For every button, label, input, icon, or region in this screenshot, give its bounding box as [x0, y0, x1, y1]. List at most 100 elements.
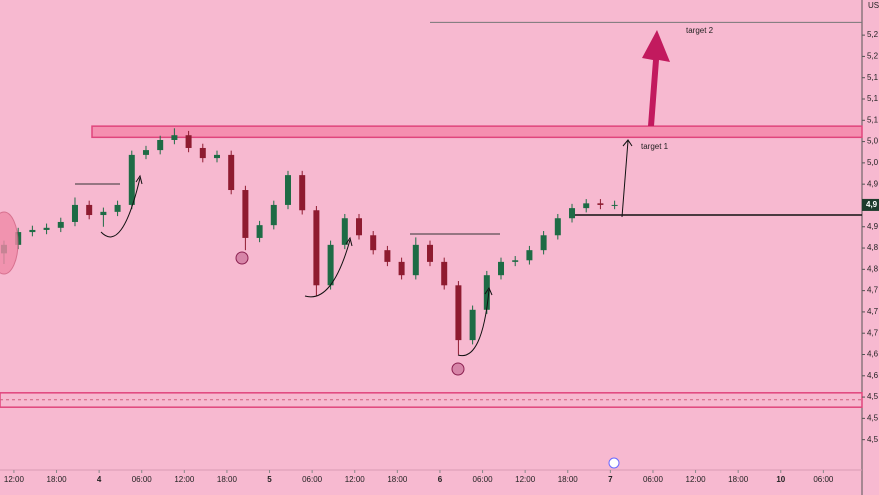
big-arrow: [642, 30, 670, 126]
x-tick-label: 06:00: [643, 475, 664, 484]
x-tick-label: 18:00: [558, 475, 579, 484]
candle-body: [313, 210, 320, 286]
x-tick-label: 4: [97, 475, 102, 484]
y-tick-label: 4,7: [867, 307, 879, 316]
candle-body: [498, 261, 505, 276]
marker-circle: [451, 362, 465, 376]
y-tick-label: 5,0: [867, 137, 879, 146]
x-tick-label: 7: [608, 475, 613, 484]
candle-body: [427, 244, 434, 262]
y-tick-label: 5,2: [867, 30, 879, 39]
candle-body: [29, 229, 36, 233]
price-zone: [91, 125, 863, 139]
candle-body: [71, 204, 78, 222]
x-tick-label: 18:00: [217, 475, 238, 484]
x-tick-label: 12:00: [686, 475, 707, 484]
y-tick-label: 4,7: [867, 328, 879, 337]
event-icon: [608, 457, 620, 469]
y-tick-label: 4,7: [867, 286, 879, 295]
highlight-ellipse: [0, 211, 19, 275]
x-tick-label: 18:00: [387, 475, 408, 484]
candle-body: [327, 244, 334, 286]
target-arrow: [621, 140, 629, 218]
y-tick-label: 4,6: [867, 371, 879, 380]
candle-body: [171, 135, 178, 140]
y-tick-label: 5,1: [867, 115, 879, 124]
x-tick-label: 06:00: [132, 475, 153, 484]
y-tick-label: 4,5: [867, 392, 879, 401]
x-tick-label: 12:00: [515, 475, 536, 484]
y-tick-label: 5,1: [867, 73, 879, 82]
plot: [0, 21, 863, 408]
arrow-head: [622, 139, 633, 147]
x-tick-label: 12:00: [4, 475, 25, 484]
candle-body: [284, 175, 291, 205]
price-zone: [0, 392, 863, 408]
candle-body: [398, 261, 405, 276]
x-tick-label: 18:00: [47, 475, 68, 484]
x-tick-label: 06:00: [302, 475, 323, 484]
curve-arrow: [304, 239, 351, 298]
y-tick-label: 4,9: [867, 179, 879, 188]
candle-body: [611, 204, 618, 206]
candle-body: [554, 218, 561, 236]
candle-body: [213, 154, 220, 159]
arrow-head: [484, 286, 493, 296]
candle-body: [114, 204, 121, 212]
candle-body: [299, 175, 306, 211]
candle-body: [142, 150, 149, 155]
candle-body: [370, 235, 377, 251]
x-tick-label: 06:00: [813, 475, 834, 484]
candle-body: [583, 203, 590, 209]
y-tick-label: 4,6: [867, 350, 879, 359]
x-tick-label: 12:00: [174, 475, 195, 484]
candle-body: [569, 208, 576, 219]
candle-body: [483, 275, 490, 310]
candle-body: [128, 154, 135, 205]
y-tick-label: 5,1: [867, 94, 879, 103]
x-tick-label: 6: [438, 475, 443, 484]
candle-body: [455, 285, 462, 341]
y-tick-label: 5,0: [867, 158, 879, 167]
annotation: target 2: [686, 26, 714, 35]
x-tick-label: 18:00: [728, 475, 749, 484]
candle-body: [185, 135, 192, 148]
candle-body: [512, 260, 519, 262]
y-tick-label: 5,2: [867, 52, 879, 61]
y-tick-label: 4,5: [867, 413, 879, 422]
x-tick-label: 5: [267, 475, 272, 484]
curve-arrow: [457, 289, 490, 357]
y-tick-label: 4,8: [867, 264, 879, 273]
y-tick-label: 4,5: [867, 435, 879, 444]
symbol: US: [868, 1, 879, 10]
candle-body: [597, 203, 604, 205]
last-price-label: 4,9: [866, 200, 878, 209]
candle-body: [86, 204, 93, 216]
candle-body: [199, 147, 206, 159]
candle-body: [157, 139, 164, 151]
x-tick-label: 06:00: [473, 475, 494, 484]
x-tick-label: 10: [776, 475, 785, 484]
candle-body: [441, 261, 448, 286]
candle-body: [100, 211, 107, 216]
x-tick-label: 12:00: [345, 475, 366, 484]
candle-body: [341, 218, 348, 245]
candle-body: [242, 190, 249, 238]
candle-body: [57, 221, 64, 228]
candle-body: [43, 227, 50, 230]
candle-body: [412, 244, 419, 276]
candle-body: [228, 154, 235, 191]
candle-body: [469, 309, 476, 341]
curve-arrow: [100, 177, 141, 238]
marker-circle: [235, 251, 249, 265]
annotation: target 1: [641, 142, 669, 151]
candle-body: [384, 250, 391, 262]
arrow-head: [135, 174, 143, 185]
arrow-head: [345, 236, 353, 247]
y-tick-label: 4,9: [867, 222, 879, 231]
candle-body: [270, 204, 277, 226]
candle-body: [356, 218, 363, 236]
